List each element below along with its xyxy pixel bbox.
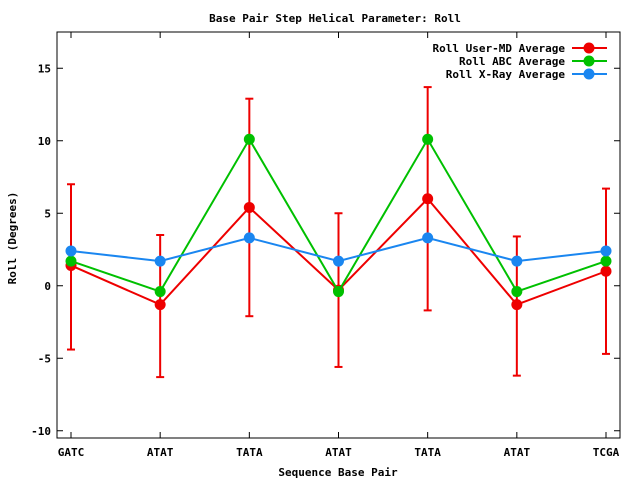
x-axis-label: Sequence Base Pair — [278, 466, 398, 479]
y-tick-label: 10 — [38, 135, 51, 148]
y-tick-label: 15 — [38, 62, 51, 75]
legend-item: Roll X-Ray Average — [446, 68, 607, 81]
data-point — [422, 232, 434, 244]
data-point — [154, 299, 166, 311]
data-point — [333, 286, 344, 298]
data-point — [333, 255, 344, 267]
legend-label: Roll User-MD Average — [433, 42, 566, 55]
y-tick-label: 0 — [44, 280, 51, 293]
chart-title: Base Pair Step Helical Parameter: Roll — [209, 12, 461, 25]
data-point — [154, 286, 166, 298]
data-point — [243, 133, 255, 145]
legend-label: Roll ABC Average — [459, 55, 565, 68]
legend-label: Roll X-Ray Average — [446, 68, 566, 81]
data-point — [243, 232, 255, 244]
x-tick-label: TATA — [414, 446, 441, 459]
data-point — [511, 286, 523, 298]
y-tick-label: 5 — [44, 207, 51, 220]
data-point — [422, 133, 434, 145]
x-tick-label: ATAT — [325, 446, 352, 459]
data-point — [511, 255, 523, 267]
series-1 — [65, 86, 612, 379]
x-axis: GATC ATAT TATA ATAT TATA ATAT TCGA — [58, 32, 620, 459]
y-axis: -10 -5 0 5 10 15 — [31, 62, 620, 438]
legend-item: Roll ABC Average — [459, 55, 607, 68]
y-tick-label: -5 — [38, 352, 51, 365]
data-point — [511, 299, 523, 311]
y-tick-label: -10 — [31, 425, 51, 438]
x-tick-label: TCGA — [593, 446, 620, 459]
legend-item: Roll User-MD Average — [433, 42, 607, 55]
x-tick-label: ATAT — [147, 446, 174, 459]
data-point — [65, 255, 77, 267]
data-point — [600, 245, 612, 257]
data-point — [422, 193, 434, 205]
y-axis-label: Roll (Degrees) — [6, 192, 19, 285]
series-3 — [65, 232, 612, 267]
legend-marker — [583, 68, 595, 80]
x-tick-label: TATA — [236, 446, 263, 459]
data-point — [65, 245, 77, 257]
x-tick-label: GATC — [58, 446, 85, 459]
data-point — [600, 265, 612, 277]
data-point — [243, 201, 255, 213]
legend-marker — [583, 42, 595, 54]
data-point — [600, 255, 612, 267]
legend-marker — [583, 55, 595, 67]
x-tick-label: ATAT — [504, 446, 531, 459]
series-layer — [65, 86, 612, 379]
data-point — [154, 255, 166, 267]
series-2 — [65, 133, 612, 298]
